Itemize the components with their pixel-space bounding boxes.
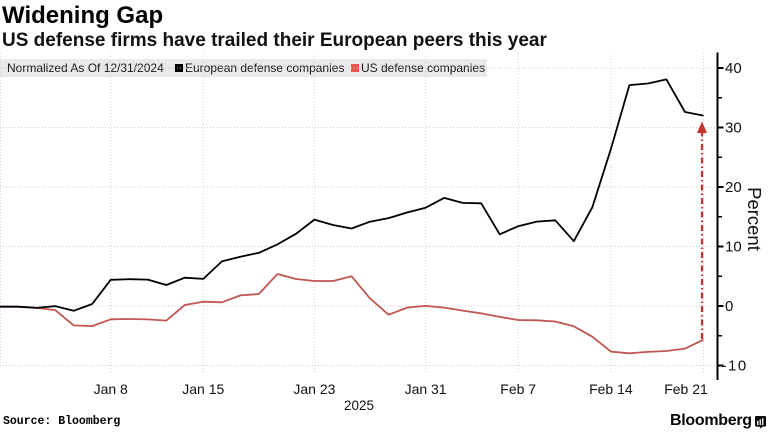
svg-text:Feb 7: Feb 7	[500, 381, 536, 397]
svg-text:Jan 15: Jan 15	[182, 381, 224, 397]
svg-text:20: 20	[725, 179, 742, 196]
svg-text:Percent: Percent	[744, 187, 765, 251]
svg-text:Feb 21: Feb 21	[664, 381, 708, 397]
svg-text:-10: -10	[722, 358, 748, 375]
svg-text:Jan 8: Jan 8	[94, 381, 128, 397]
svg-text:40: 40	[725, 60, 742, 77]
svg-text:Jan 31: Jan 31	[405, 381, 447, 397]
svg-text:Feb 14: Feb 14	[589, 381, 633, 397]
svg-text:30: 30	[725, 120, 742, 137]
svg-text:Jan 23: Jan 23	[293, 381, 335, 397]
svg-text:0: 0	[725, 298, 733, 315]
svg-text:10: 10	[725, 239, 742, 256]
svg-text:2025: 2025	[344, 398, 374, 413]
